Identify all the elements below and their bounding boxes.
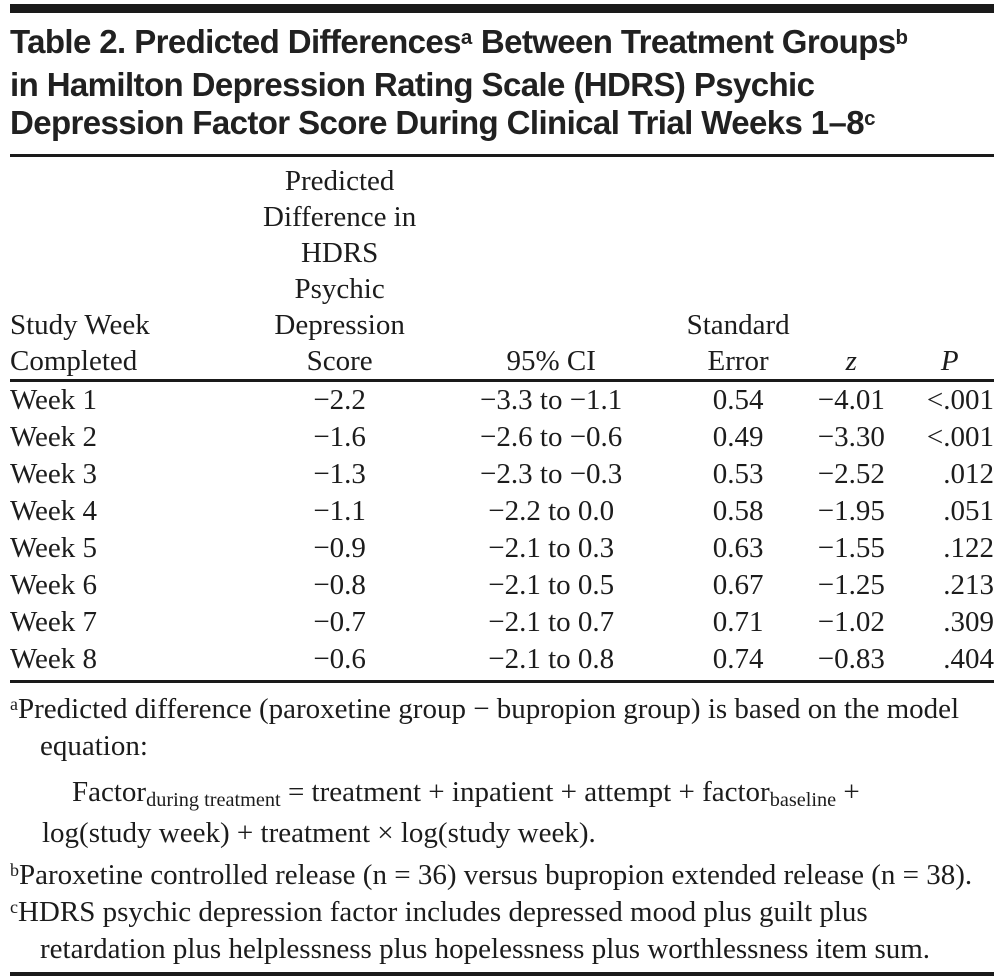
diff-cell: −0.8 <box>313 569 366 601</box>
title-line-2: in Hamilton Depression Rating Scale (HDR… <box>10 66 815 103</box>
footnote-ref-a: a <box>460 25 473 49</box>
table-row: Week 1 −2.2 −3.3 to −1.1 0.54 −4.01 <.00… <box>10 381 994 420</box>
p-cell: .012 <box>943 458 994 490</box>
bottom-rule <box>10 972 994 976</box>
ci-cell: −2.3 to −0.3 <box>480 458 623 490</box>
footnote-ref-c: c <box>864 106 876 130</box>
se-cell: 0.54 <box>712 384 764 416</box>
table-row: Week 6 −0.8 −2.1 to 0.5 0.67 −1.25 .213 <box>10 567 994 604</box>
se-cell: 0.71 <box>712 606 764 638</box>
column-header-p: P <box>905 163 994 382</box>
p-cell: <.001 <box>926 421 994 453</box>
p-cell: .309 <box>943 606 994 638</box>
table-row: Week 5 −0.9 −2.1 to 0.3 0.63 −1.55 .122 <box>10 530 994 567</box>
equation-subscript-baseline: baseline <box>769 788 837 811</box>
column-header-ci: 95% CI <box>423 163 680 382</box>
footnote-a-marker: a <box>10 694 18 715</box>
z-cell: −1.55 <box>817 532 885 564</box>
week-cell: Week 7 <box>10 606 98 638</box>
table-row: Week 4 −1.1 −2.2 to 0.0 0.58 −1.95 .051 <box>10 493 994 530</box>
results-table: Study Week Completed Predicted Differenc… <box>10 163 994 683</box>
z-cell: −4.01 <box>817 384 885 416</box>
week-cell: Week 5 <box>10 532 98 564</box>
p-cell: .051 <box>943 495 994 527</box>
equation-subscript-during-treatment: during treatment <box>146 788 281 811</box>
z-cell: −1.95 <box>817 495 885 527</box>
footnote-c-marker: c <box>10 897 18 918</box>
title-line-3: Depression Factor Score During Clinical … <box>10 104 876 141</box>
table-row: Week 3 −1.3 −2.3 to −0.3 0.53 −2.52 .012 <box>10 456 994 493</box>
footnote-b: bParoxetine controlled release (n = 36) … <box>10 858 994 895</box>
z-cell: −1.25 <box>817 569 885 601</box>
table-row: Week 2 −1.6 −2.6 to −0.6 0.49 −3.30 <.00… <box>10 419 994 456</box>
week-cell: Week 3 <box>10 458 98 490</box>
table-row: Week 7 −0.7 −2.1 to 0.7 0.71 −1.02 .309 <box>10 604 994 641</box>
footnote-c: cHDRS psychic depression factor includes… <box>10 895 994 966</box>
ci-cell: −2.1 to 0.5 <box>488 569 615 601</box>
column-header-study-week: Study Week Completed <box>10 163 256 382</box>
footnote-b-marker: b <box>10 860 19 881</box>
ci-cell: −2.6 to −0.6 <box>480 421 623 453</box>
footnotes: aPredicted difference (paroxetine group … <box>10 692 994 966</box>
diff-cell: −0.6 <box>256 641 424 683</box>
diff-cell: −1.3 <box>313 458 366 490</box>
footnote-a: aPredicted difference (paroxetine group … <box>10 692 994 763</box>
equation-line-1: Factorduring treatment = treatment + inp… <box>72 776 860 811</box>
diff-cell: −0.9 <box>313 532 366 564</box>
p-cell: .213 <box>943 569 994 601</box>
footnote-ref-b: b <box>895 25 909 49</box>
title-line-1: Table 2. Predicted Differencesa Between … <box>10 23 909 60</box>
p-cell: .122 <box>943 532 994 564</box>
se-cell: 0.67 <box>712 569 764 601</box>
ci-cell: −2.1 to 0.8 <box>423 641 680 683</box>
column-header-predicted-difference: Predicted Difference in HDRS Psychic Dep… <box>256 163 424 382</box>
column-header-standard-error: Standard Error <box>679 163 798 382</box>
se-cell: 0.58 <box>712 495 764 527</box>
z-cell: −0.83 <box>797 641 906 683</box>
footnote-a-text: Predicted difference (paroxetine group −… <box>17 693 960 762</box>
z-cell: −2.52 <box>817 458 885 490</box>
column-header-z: z <box>797 163 906 382</box>
page-title: Table 2. Predicted Differencesa Between … <box>10 23 994 147</box>
diff-cell: −1.6 <box>313 421 366 453</box>
week-cell: Week 1 <box>10 384 98 416</box>
table-header-row: Study Week Completed Predicted Differenc… <box>10 163 994 382</box>
se-cell: 0.53 <box>712 458 764 490</box>
z-cell: −3.30 <box>817 421 885 453</box>
ci-cell: −3.3 to −1.1 <box>480 384 623 416</box>
footnote-c-text: HDRS psychic depression factor includes … <box>17 896 931 965</box>
diff-cell: −2.2 <box>313 384 366 416</box>
diff-cell: −1.1 <box>313 495 366 527</box>
title-rule <box>10 154 994 157</box>
week-cell: Week 2 <box>10 421 98 453</box>
footnote-b-text: Paroxetine controlled release (n = 36) v… <box>18 859 973 891</box>
week-cell: Week 6 <box>10 569 98 601</box>
se-cell: 0.63 <box>712 532 764 564</box>
se-cell: 0.49 <box>712 421 764 453</box>
ci-cell: −2.2 to 0.0 <box>488 495 615 527</box>
week-cell: Week 4 <box>10 495 98 527</box>
equation-line-2: log(study week) + treatment × log(study … <box>42 817 596 849</box>
week-cell: Week 8 <box>10 641 256 683</box>
top-divider-bar <box>10 4 994 13</box>
p-cell: .404 <box>905 641 994 683</box>
p-cell: <.001 <box>926 384 994 416</box>
table-row: Week 8 −0.6 −2.1 to 0.8 0.74 −0.83 .404 <box>10 641 994 683</box>
se-cell: 0.74 <box>679 641 798 683</box>
ci-cell: −2.1 to 0.3 <box>488 532 615 564</box>
z-cell: −1.02 <box>817 606 885 638</box>
model-equation: Factorduring treatment = treatment + inp… <box>10 772 994 851</box>
ci-cell: −2.1 to 0.7 <box>488 606 615 638</box>
diff-cell: −0.7 <box>313 606 366 638</box>
